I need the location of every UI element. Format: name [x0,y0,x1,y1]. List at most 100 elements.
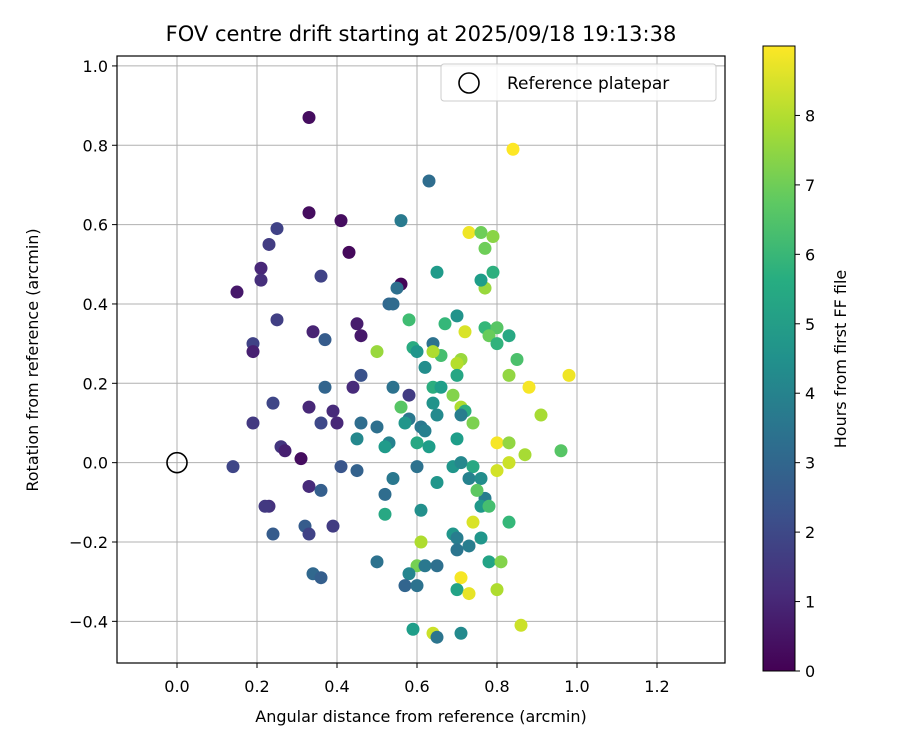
data-point [318,380,332,394]
y-tick-label: 0.6 [83,216,108,235]
data-point [402,313,416,327]
data-point [410,579,424,593]
data-point [330,416,344,430]
data-point [226,460,240,474]
data-point [514,618,528,632]
y-tick-label: 0.8 [83,136,108,155]
data-point [462,539,476,553]
data-point [390,281,404,295]
data-point [266,396,280,410]
legend: Reference platepar [440,63,717,102]
data-point [502,515,516,529]
data-point [502,456,516,470]
data-point [350,432,364,446]
data-point [482,499,496,513]
data-point [270,313,284,327]
data-point [378,507,392,521]
data-point [258,499,272,513]
data-point [486,230,500,244]
y-axis-label: Rotation from reference (arcmin) [23,228,42,491]
data-point [490,583,504,597]
data-point [354,329,368,343]
data-point [418,424,432,438]
data-point [474,531,488,545]
data-point [398,416,412,430]
data-point [370,345,384,359]
data-point [502,329,516,343]
data-point [302,110,316,124]
y-tick-label: 0.0 [83,454,108,473]
data-point [302,479,316,493]
data-point [426,396,440,410]
data-point [418,559,432,573]
data-point [494,555,508,569]
data-point [354,416,368,430]
colorbar-tick-label: 0 [805,662,815,681]
data-point [522,380,536,394]
data-point [410,436,424,450]
colorbar-tick-label: 4 [805,384,815,403]
data-point [346,380,360,394]
data-point [370,555,384,569]
data-point [430,475,444,489]
data-point [434,380,448,394]
colorbar-label: Hours from first FF file [831,270,850,449]
data-point [482,329,496,343]
colorbar-tick-label: 1 [805,593,815,612]
data-point [450,356,464,370]
data-point [314,571,328,585]
data-point [254,273,268,287]
data-point [430,265,444,279]
data-point [266,527,280,541]
data-point [302,400,316,414]
data-point [474,472,488,486]
legend-entry-reference: Reference platepar [507,74,669,94]
data-point [554,444,568,458]
chart-title: FOV centre drift starting at 2025/09/18 … [166,22,677,46]
data-point [386,472,400,486]
colorbar-ticks: 0 1 2 3 4 5 6 7 8 [795,106,815,681]
data-point [430,559,444,573]
data-point [270,222,284,236]
data-point [334,214,348,228]
data-point [462,587,476,601]
data-point [370,420,384,434]
data-point [454,571,468,585]
x-tick-label: 0.8 [484,677,509,696]
data-point [478,241,492,255]
colorbar-tick-label: 7 [805,176,815,195]
data-point [410,460,424,474]
data-point [450,543,464,557]
legend-marker-icon [458,72,480,94]
y-tick-label: −0.4 [69,612,108,631]
data-point [510,353,524,366]
data-point [402,388,416,402]
x-tick-label: 1.2 [644,677,669,696]
data-point [466,515,480,529]
data-point [474,273,488,287]
data-point [354,368,368,382]
data-point [386,297,400,311]
data-point [326,404,340,418]
data-point [314,483,328,497]
y-axis-ticks: −0.4 −0.2 0.0 0.2 0.4 0.6 0.8 1.0 [69,57,117,631]
data-point [518,448,532,462]
data-point [314,269,328,283]
data-point [450,531,464,545]
colorbar-tick-label: 3 [805,454,815,473]
data-point [342,245,356,259]
data-point [466,416,480,430]
data-point [386,380,400,394]
data-point [490,321,504,335]
data-point [406,622,420,636]
data-point [378,487,392,501]
data-point [470,483,484,497]
data-point [410,345,424,359]
data-point [466,460,480,474]
data-point [490,436,504,450]
data-point [394,400,408,414]
data-point [562,368,576,382]
data-point [454,456,468,470]
colorbar-tick-label: 5 [805,315,815,334]
